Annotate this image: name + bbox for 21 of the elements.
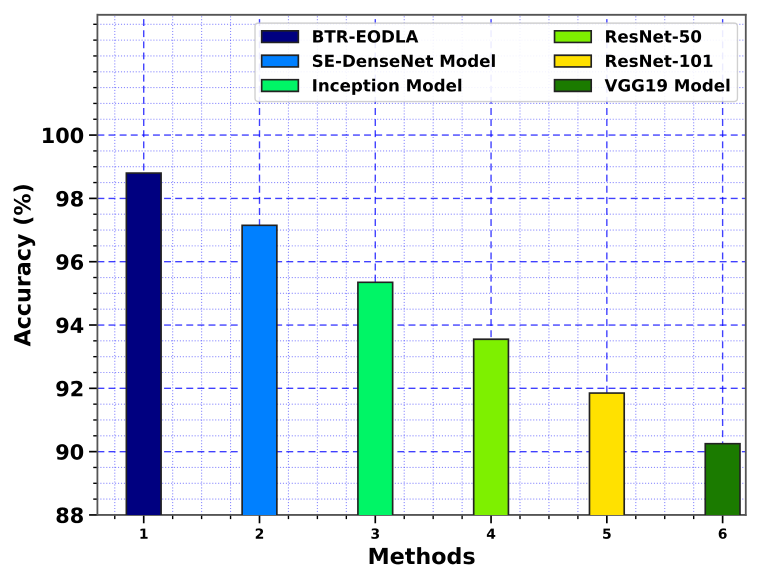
x-axis-title: Methods <box>370 547 475 564</box>
y-tick-label: 94 <box>56 317 84 334</box>
legend-label: SE-DenseNet Model <box>312 54 495 68</box>
x-tick-label: 5 <box>603 528 611 539</box>
legend-label: ResNet-101 <box>606 54 712 68</box>
legend-label: ResNet-50 <box>606 30 702 43</box>
x-tick-label: 1 <box>140 528 148 539</box>
y-tick-label: 96 <box>56 254 84 270</box>
x-tick-label: 4 <box>486 528 496 539</box>
y-tick-label: 92 <box>56 380 82 397</box>
x-tick-label: 6 <box>718 528 727 539</box>
y-tick-label: 88 <box>56 507 83 524</box>
y-tick-label: 90 <box>56 444 84 460</box>
y-axis-title: Accuracy (%) <box>14 185 36 346</box>
y-tick-label: 100 <box>43 128 84 144</box>
x-tick-label: 3 <box>371 528 380 539</box>
legend-label: BTR-EODLA <box>313 30 418 43</box>
legend-label: VGG19 Model <box>604 78 730 92</box>
y-tick-label: 98 <box>56 190 83 207</box>
legend-label: Inception Model <box>313 78 462 95</box>
x-tick-label: 2 <box>256 528 264 539</box>
